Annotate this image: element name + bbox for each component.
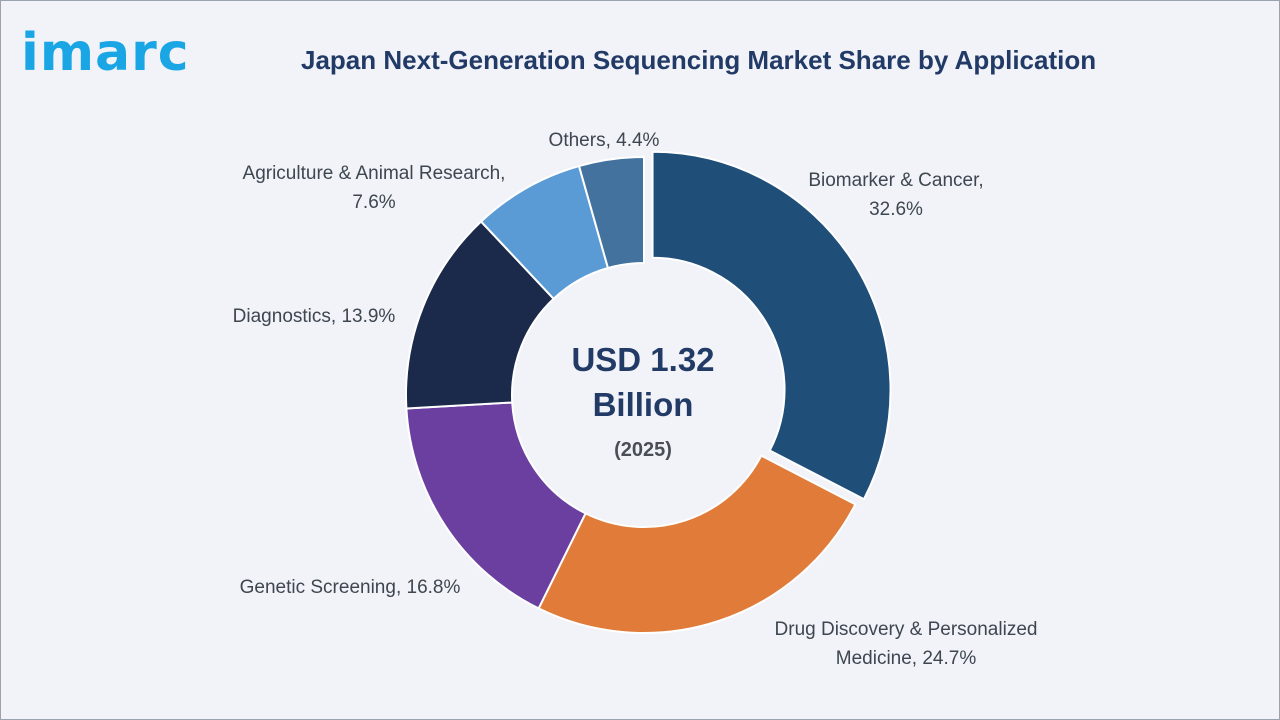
donut-slice-biomarker-cancer bbox=[651, 150, 892, 501]
slice-labels: Biomarker & Cancer, 32.6% Drug Discovery &… bbox=[233, 130, 1038, 669]
center-unit: Billion bbox=[593, 386, 694, 423]
donut-slice-others bbox=[577, 155, 645, 270]
imarc-logo: imarc bbox=[21, 23, 190, 83]
slice-label-genetic-screening: Genetic Screening, 16.8% bbox=[240, 577, 461, 598]
center-year: (2025) bbox=[614, 439, 672, 461]
slice-label-agriculture-animal-research: Agriculture & Animal Research, 7.6% bbox=[243, 163, 506, 213]
slice-label-others: Others, 4.4% bbox=[549, 130, 660, 151]
center-value: USD 1.32 bbox=[571, 341, 714, 378]
slice-label-biomarker-cancer: Biomarker & Cancer, 32.6% bbox=[808, 170, 983, 220]
slice-label-diagnostics: Diagnostics, 13.9% bbox=[233, 306, 396, 327]
slice-label-drug-discovery-personalized-medicine: Drug Discovery & Personalized Medicine, 2… bbox=[775, 619, 1038, 669]
chart-title: Japan Next-Generation Sequencing Market … bbox=[301, 45, 1097, 75]
donut-slice-drug-discovery-personalized-medicine bbox=[537, 454, 857, 634]
donut-slice-genetic-screening bbox=[405, 401, 587, 610]
donut-slices bbox=[405, 150, 892, 634]
